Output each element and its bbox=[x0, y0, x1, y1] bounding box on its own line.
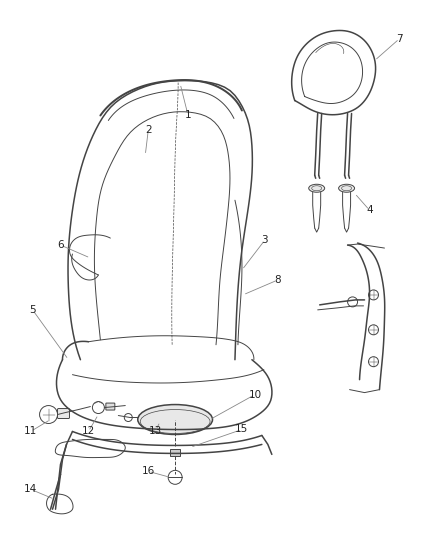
Text: 10: 10 bbox=[248, 390, 261, 400]
Text: 3: 3 bbox=[261, 235, 268, 245]
Text: 13: 13 bbox=[148, 426, 162, 437]
Text: 12: 12 bbox=[82, 426, 95, 437]
Text: 5: 5 bbox=[29, 305, 36, 315]
Text: 15: 15 bbox=[235, 424, 248, 434]
Text: 1: 1 bbox=[185, 110, 191, 120]
Bar bbox=[170, 449, 180, 456]
Circle shape bbox=[368, 357, 378, 367]
Ellipse shape bbox=[309, 184, 325, 192]
Text: 2: 2 bbox=[145, 125, 152, 135]
Circle shape bbox=[368, 325, 378, 335]
Circle shape bbox=[124, 414, 132, 422]
Circle shape bbox=[368, 290, 378, 300]
Circle shape bbox=[92, 401, 104, 414]
Text: 16: 16 bbox=[141, 466, 155, 477]
Circle shape bbox=[348, 297, 357, 307]
FancyBboxPatch shape bbox=[57, 409, 70, 418]
Text: 11: 11 bbox=[24, 426, 37, 437]
FancyBboxPatch shape bbox=[106, 403, 115, 410]
Circle shape bbox=[39, 406, 57, 424]
Ellipse shape bbox=[138, 405, 212, 434]
Ellipse shape bbox=[339, 184, 355, 192]
Text: 8: 8 bbox=[275, 275, 281, 285]
Text: 6: 6 bbox=[57, 240, 64, 250]
Text: 4: 4 bbox=[366, 205, 373, 215]
Circle shape bbox=[168, 470, 182, 484]
Text: 7: 7 bbox=[396, 34, 403, 44]
Text: 14: 14 bbox=[24, 484, 37, 494]
